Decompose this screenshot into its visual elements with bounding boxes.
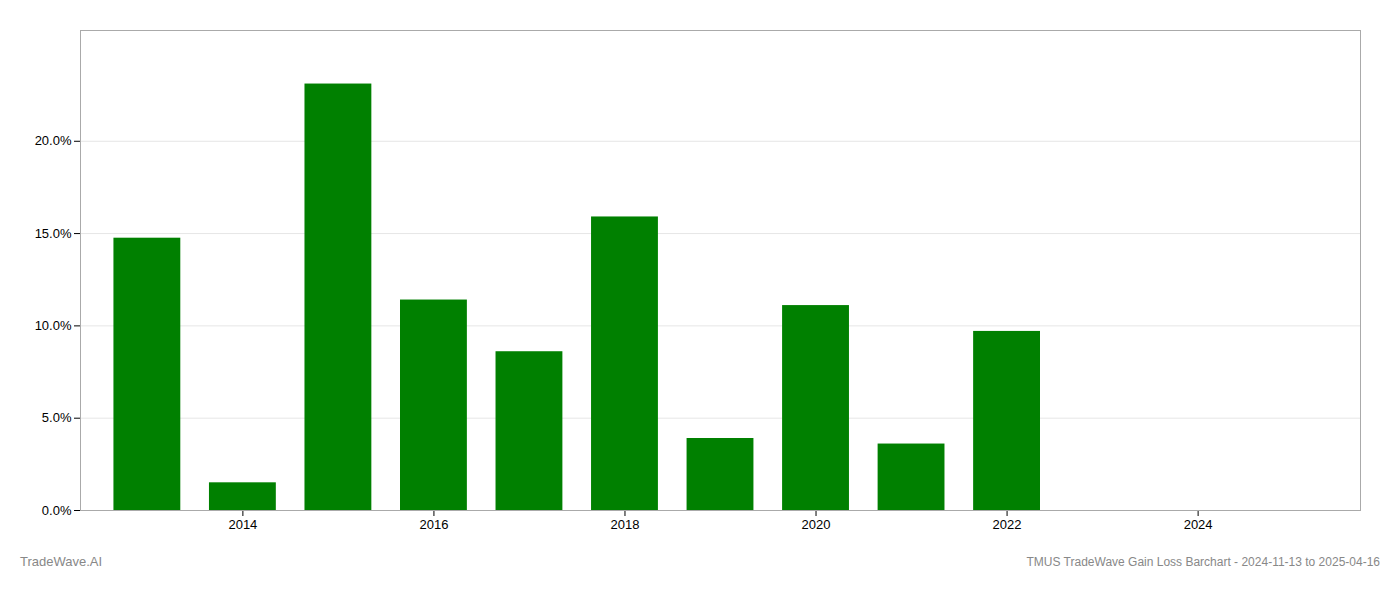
svg-text:20.0%: 20.0% — [35, 133, 72, 148]
html-text:TradeWave.AI: TradeWave.AI — [20, 554, 103, 569]
svg-text:2016: 2016 — [419, 517, 448, 532]
svg-text:0.0%: 0.0% — [42, 503, 72, 518]
svg-text:10.0%: 10.0% — [35, 318, 72, 333]
svg-text:2022: 2022 — [993, 517, 1022, 532]
svg-text:2020: 2020 — [802, 517, 831, 532]
svg-text:2018: 2018 — [611, 517, 640, 532]
svg-text:2014: 2014 — [228, 517, 257, 532]
html-text:TMUS TradeWave Gain Loss Barch: TMUS TradeWave Gain Loss Barchart - 2024… — [1026, 555, 1380, 569]
svg-text:15.0%: 15.0% — [35, 226, 72, 241]
svg-text:2024: 2024 — [1184, 517, 1213, 532]
svg-text:5.0%: 5.0% — [42, 410, 72, 425]
